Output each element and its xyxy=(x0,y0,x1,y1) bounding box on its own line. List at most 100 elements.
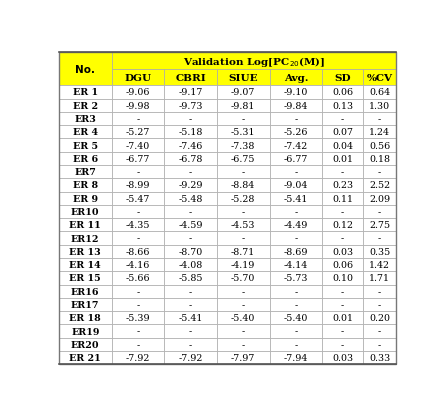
Bar xyxy=(363,166,396,179)
Bar xyxy=(270,205,322,218)
Bar xyxy=(59,205,111,218)
Bar xyxy=(363,179,396,192)
Text: -: - xyxy=(136,287,139,296)
Bar xyxy=(59,338,111,351)
Text: -: - xyxy=(189,234,192,243)
Bar xyxy=(322,126,363,139)
Bar xyxy=(217,272,270,285)
Bar xyxy=(270,311,322,325)
Text: -: - xyxy=(341,327,344,336)
Text: ER 18: ER 18 xyxy=(69,313,101,323)
Text: 0.06: 0.06 xyxy=(332,88,353,97)
Bar xyxy=(270,218,322,232)
Bar xyxy=(270,232,322,245)
Bar xyxy=(363,126,396,139)
Text: %CV: %CV xyxy=(367,74,392,83)
Bar xyxy=(111,126,164,139)
Text: -: - xyxy=(189,207,192,216)
Text: -: - xyxy=(294,207,297,216)
Bar xyxy=(270,113,322,126)
Text: -9.98: -9.98 xyxy=(126,102,150,111)
Text: -4.59: -4.59 xyxy=(178,221,203,230)
Text: ER7: ER7 xyxy=(74,168,96,177)
Text: -5.18: -5.18 xyxy=(178,128,203,137)
Text: -7.92: -7.92 xyxy=(126,353,150,362)
Text: -4.53: -4.53 xyxy=(231,221,255,230)
Bar xyxy=(270,259,322,272)
Text: 0.10: 0.10 xyxy=(332,274,353,283)
Bar xyxy=(270,325,322,338)
Text: 0.20: 0.20 xyxy=(369,313,390,323)
Bar xyxy=(59,126,111,139)
Text: CBRI: CBRI xyxy=(175,74,206,83)
Text: -9.81: -9.81 xyxy=(231,102,255,111)
Bar xyxy=(363,139,396,152)
Bar xyxy=(363,298,396,311)
Bar xyxy=(363,152,396,166)
Bar xyxy=(111,86,164,100)
Text: -: - xyxy=(341,300,344,309)
Text: -8.70: -8.70 xyxy=(178,247,202,256)
Bar xyxy=(164,205,217,218)
Text: -: - xyxy=(242,234,245,243)
Text: -: - xyxy=(341,287,344,296)
Text: 2.75: 2.75 xyxy=(369,221,390,230)
Bar xyxy=(111,311,164,325)
Text: DGU: DGU xyxy=(124,74,151,83)
Bar xyxy=(164,272,217,285)
Text: -4.19: -4.19 xyxy=(231,261,255,270)
Text: -5.41: -5.41 xyxy=(178,313,203,323)
Bar xyxy=(164,152,217,166)
Bar xyxy=(363,70,396,86)
Bar xyxy=(363,351,396,364)
Text: ER10: ER10 xyxy=(71,207,99,216)
Text: -: - xyxy=(189,287,192,296)
Bar xyxy=(59,166,111,179)
Text: -5.40: -5.40 xyxy=(284,313,308,323)
Bar xyxy=(363,338,396,351)
Text: -: - xyxy=(189,340,192,349)
Text: 1.42: 1.42 xyxy=(369,261,390,270)
Bar xyxy=(322,218,363,232)
Bar xyxy=(217,192,270,205)
Text: -: - xyxy=(136,207,139,216)
Bar xyxy=(164,126,217,139)
Bar xyxy=(111,351,164,364)
Text: -7.38: -7.38 xyxy=(231,141,255,150)
Bar xyxy=(322,179,363,192)
Text: -: - xyxy=(136,340,139,349)
Text: -: - xyxy=(136,234,139,243)
Bar xyxy=(111,232,164,245)
Text: ER3: ER3 xyxy=(74,115,96,124)
Text: 0.03: 0.03 xyxy=(332,353,353,362)
Text: -: - xyxy=(294,287,297,296)
Bar xyxy=(59,311,111,325)
Text: -8.84: -8.84 xyxy=(231,181,255,190)
Text: -: - xyxy=(378,234,381,243)
Bar xyxy=(59,351,111,364)
Bar xyxy=(164,218,217,232)
Text: -4.16: -4.16 xyxy=(126,261,150,270)
Bar xyxy=(111,218,164,232)
Bar xyxy=(217,338,270,351)
Text: -: - xyxy=(341,115,344,124)
Bar xyxy=(270,152,322,166)
Text: -: - xyxy=(189,115,192,124)
Text: -5.85: -5.85 xyxy=(178,274,203,283)
Text: ER 9: ER 9 xyxy=(73,194,98,203)
Bar xyxy=(322,100,363,113)
Text: -: - xyxy=(242,327,245,336)
Bar xyxy=(164,285,217,298)
Text: -5.31: -5.31 xyxy=(231,128,255,137)
Bar xyxy=(217,325,270,338)
Text: -: - xyxy=(136,300,139,309)
Text: ER12: ER12 xyxy=(71,234,99,243)
Bar xyxy=(59,139,111,152)
Bar xyxy=(270,285,322,298)
Text: -: - xyxy=(341,207,344,216)
Bar xyxy=(164,351,217,364)
Bar xyxy=(59,192,111,205)
Text: -: - xyxy=(242,300,245,309)
Bar xyxy=(363,113,396,126)
Text: 0.35: 0.35 xyxy=(369,247,390,256)
